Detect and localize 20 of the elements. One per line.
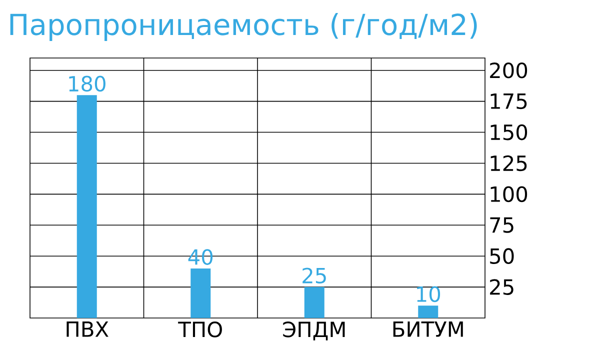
x-tick-label: ТПО [178,322,222,338]
y-tick-label: 200 [490,62,528,78]
data-label: 10 [417,286,440,302]
x-tick-label: ПВХ [66,322,108,337]
x-tick-label: ЭПДМ [283,322,345,340]
bar [304,287,324,318]
y-tick-label: 75 [490,217,514,233]
bar [418,306,438,318]
bar [76,95,97,318]
bar [190,268,211,318]
y-tick-label: 50 [490,248,514,264]
y-tick-label: 125 [490,155,527,172]
y-tick-label: 25 [490,279,514,295]
chart-title: Паропроницаемость (г/год/м2) [10,13,477,41]
y-tick-label: 175 [490,94,527,110]
data-label: 25 [302,268,326,284]
data-label: 180 [69,76,106,92]
x-tick-label: БИТУМ [393,322,463,337]
y-tick-label: 100 [490,186,528,202]
y-tick-label: 150 [490,124,528,140]
